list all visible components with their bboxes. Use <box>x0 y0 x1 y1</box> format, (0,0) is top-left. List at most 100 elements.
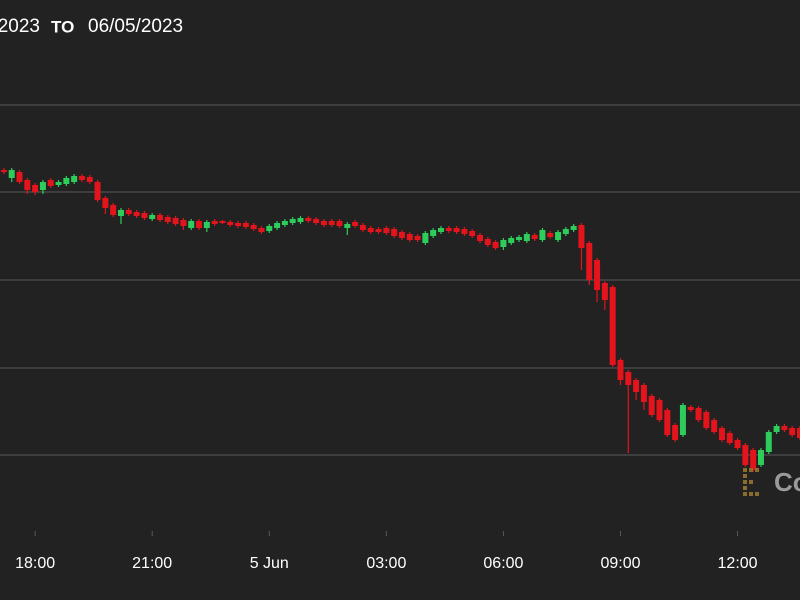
candle-body <box>547 233 554 237</box>
candle-body <box>383 228 390 233</box>
candle-body <box>172 218 179 224</box>
candle-body <box>344 224 351 228</box>
candle-body <box>750 450 757 470</box>
candle-body <box>437 228 444 232</box>
candle-body <box>398 232 405 238</box>
candle-body <box>117 210 124 216</box>
candle-body <box>500 240 507 247</box>
candle-body <box>430 230 437 236</box>
candle-body <box>55 182 62 185</box>
candle-body <box>235 223 242 226</box>
candle-body <box>445 228 452 231</box>
candle-body <box>516 237 523 240</box>
candle-body <box>274 223 281 228</box>
candle-body <box>110 205 117 215</box>
candle-body <box>281 221 288 225</box>
candle-body <box>414 236 421 240</box>
candle-body <box>367 228 374 232</box>
candle-body <box>149 215 156 219</box>
candle-body <box>141 213 148 218</box>
candle-body <box>125 210 132 214</box>
candle-body <box>726 433 733 443</box>
candle-body <box>391 229 398 236</box>
x-tick-label: 12:00 <box>718 555 758 572</box>
candle-body <box>211 221 218 224</box>
candle-body <box>672 425 679 440</box>
date-from: 2023 <box>0 16 40 37</box>
candle-body <box>39 182 46 190</box>
candle-body <box>266 226 273 231</box>
candle-body <box>320 221 327 225</box>
candle-body <box>484 239 491 245</box>
candle-body <box>578 225 585 248</box>
candle-body <box>664 410 671 435</box>
candle-body <box>328 221 335 225</box>
candle-body <box>258 228 265 232</box>
candle-body <box>594 260 601 290</box>
x-tick-label: 18:00 <box>15 555 55 572</box>
candle-body <box>359 225 366 230</box>
candle-body <box>352 222 359 226</box>
candle-body <box>71 176 78 182</box>
candle-body <box>461 229 468 234</box>
candle-body <box>539 230 546 240</box>
candle-body <box>313 219 320 223</box>
candle-body <box>305 218 312 221</box>
candle-body <box>711 420 718 432</box>
candle-body <box>617 360 624 380</box>
to-label: TO <box>51 17 74 36</box>
candle-body <box>570 226 577 230</box>
candle-body <box>86 177 93 182</box>
candle-body <box>477 235 483 241</box>
candle-body <box>250 225 257 229</box>
candle-body <box>734 440 741 448</box>
x-tick-label: 21:00 <box>132 555 172 572</box>
candle-body <box>633 380 640 392</box>
candle-body <box>562 229 569 234</box>
x-tick-label: 09:00 <box>600 555 640 572</box>
candle-body <box>797 428 800 438</box>
candle-body <box>16 172 23 182</box>
candle-body <box>523 234 530 241</box>
candle-body <box>63 178 70 184</box>
x-axis: 18:00 21:00 5 Jun 03:00 06:00 09:00 12:00 <box>15 531 758 572</box>
x-tick-label: 03:00 <box>366 555 406 572</box>
candle-body <box>508 238 515 243</box>
candle-body <box>133 212 140 216</box>
candle-body <box>180 220 187 226</box>
watermark-text: Co <box>774 467 800 497</box>
candle-body <box>555 232 562 240</box>
grid <box>0 104 800 456</box>
candles <box>0 168 800 472</box>
candle-body <box>773 426 780 432</box>
candle-body <box>531 235 538 239</box>
candle-body <box>648 396 655 415</box>
candle-body <box>656 400 663 420</box>
x-tick-label: 5 Jun <box>250 555 289 572</box>
candle-body <box>757 450 764 465</box>
candle-body <box>94 182 101 200</box>
candle-body <box>781 426 788 430</box>
candle-body <box>336 221 343 226</box>
candle-body <box>375 229 382 232</box>
watermark-logo <box>743 468 759 496</box>
candle-body <box>188 221 195 228</box>
candle-body <box>703 412 710 428</box>
candle-body <box>601 283 608 300</box>
candle-body <box>32 185 39 192</box>
candle-body <box>453 228 460 232</box>
candle-body <box>297 218 304 222</box>
candle-body <box>625 372 632 385</box>
candle-body <box>765 432 772 452</box>
candle-body <box>196 221 203 228</box>
candle-body <box>640 385 647 402</box>
candle-body <box>742 445 749 465</box>
candle-body <box>24 180 31 190</box>
candle-body <box>679 405 686 435</box>
date-to: 06/05/2023 <box>88 16 183 37</box>
candle-body <box>289 219 296 223</box>
candle-body <box>203 222 210 228</box>
candle-body <box>242 223 249 227</box>
